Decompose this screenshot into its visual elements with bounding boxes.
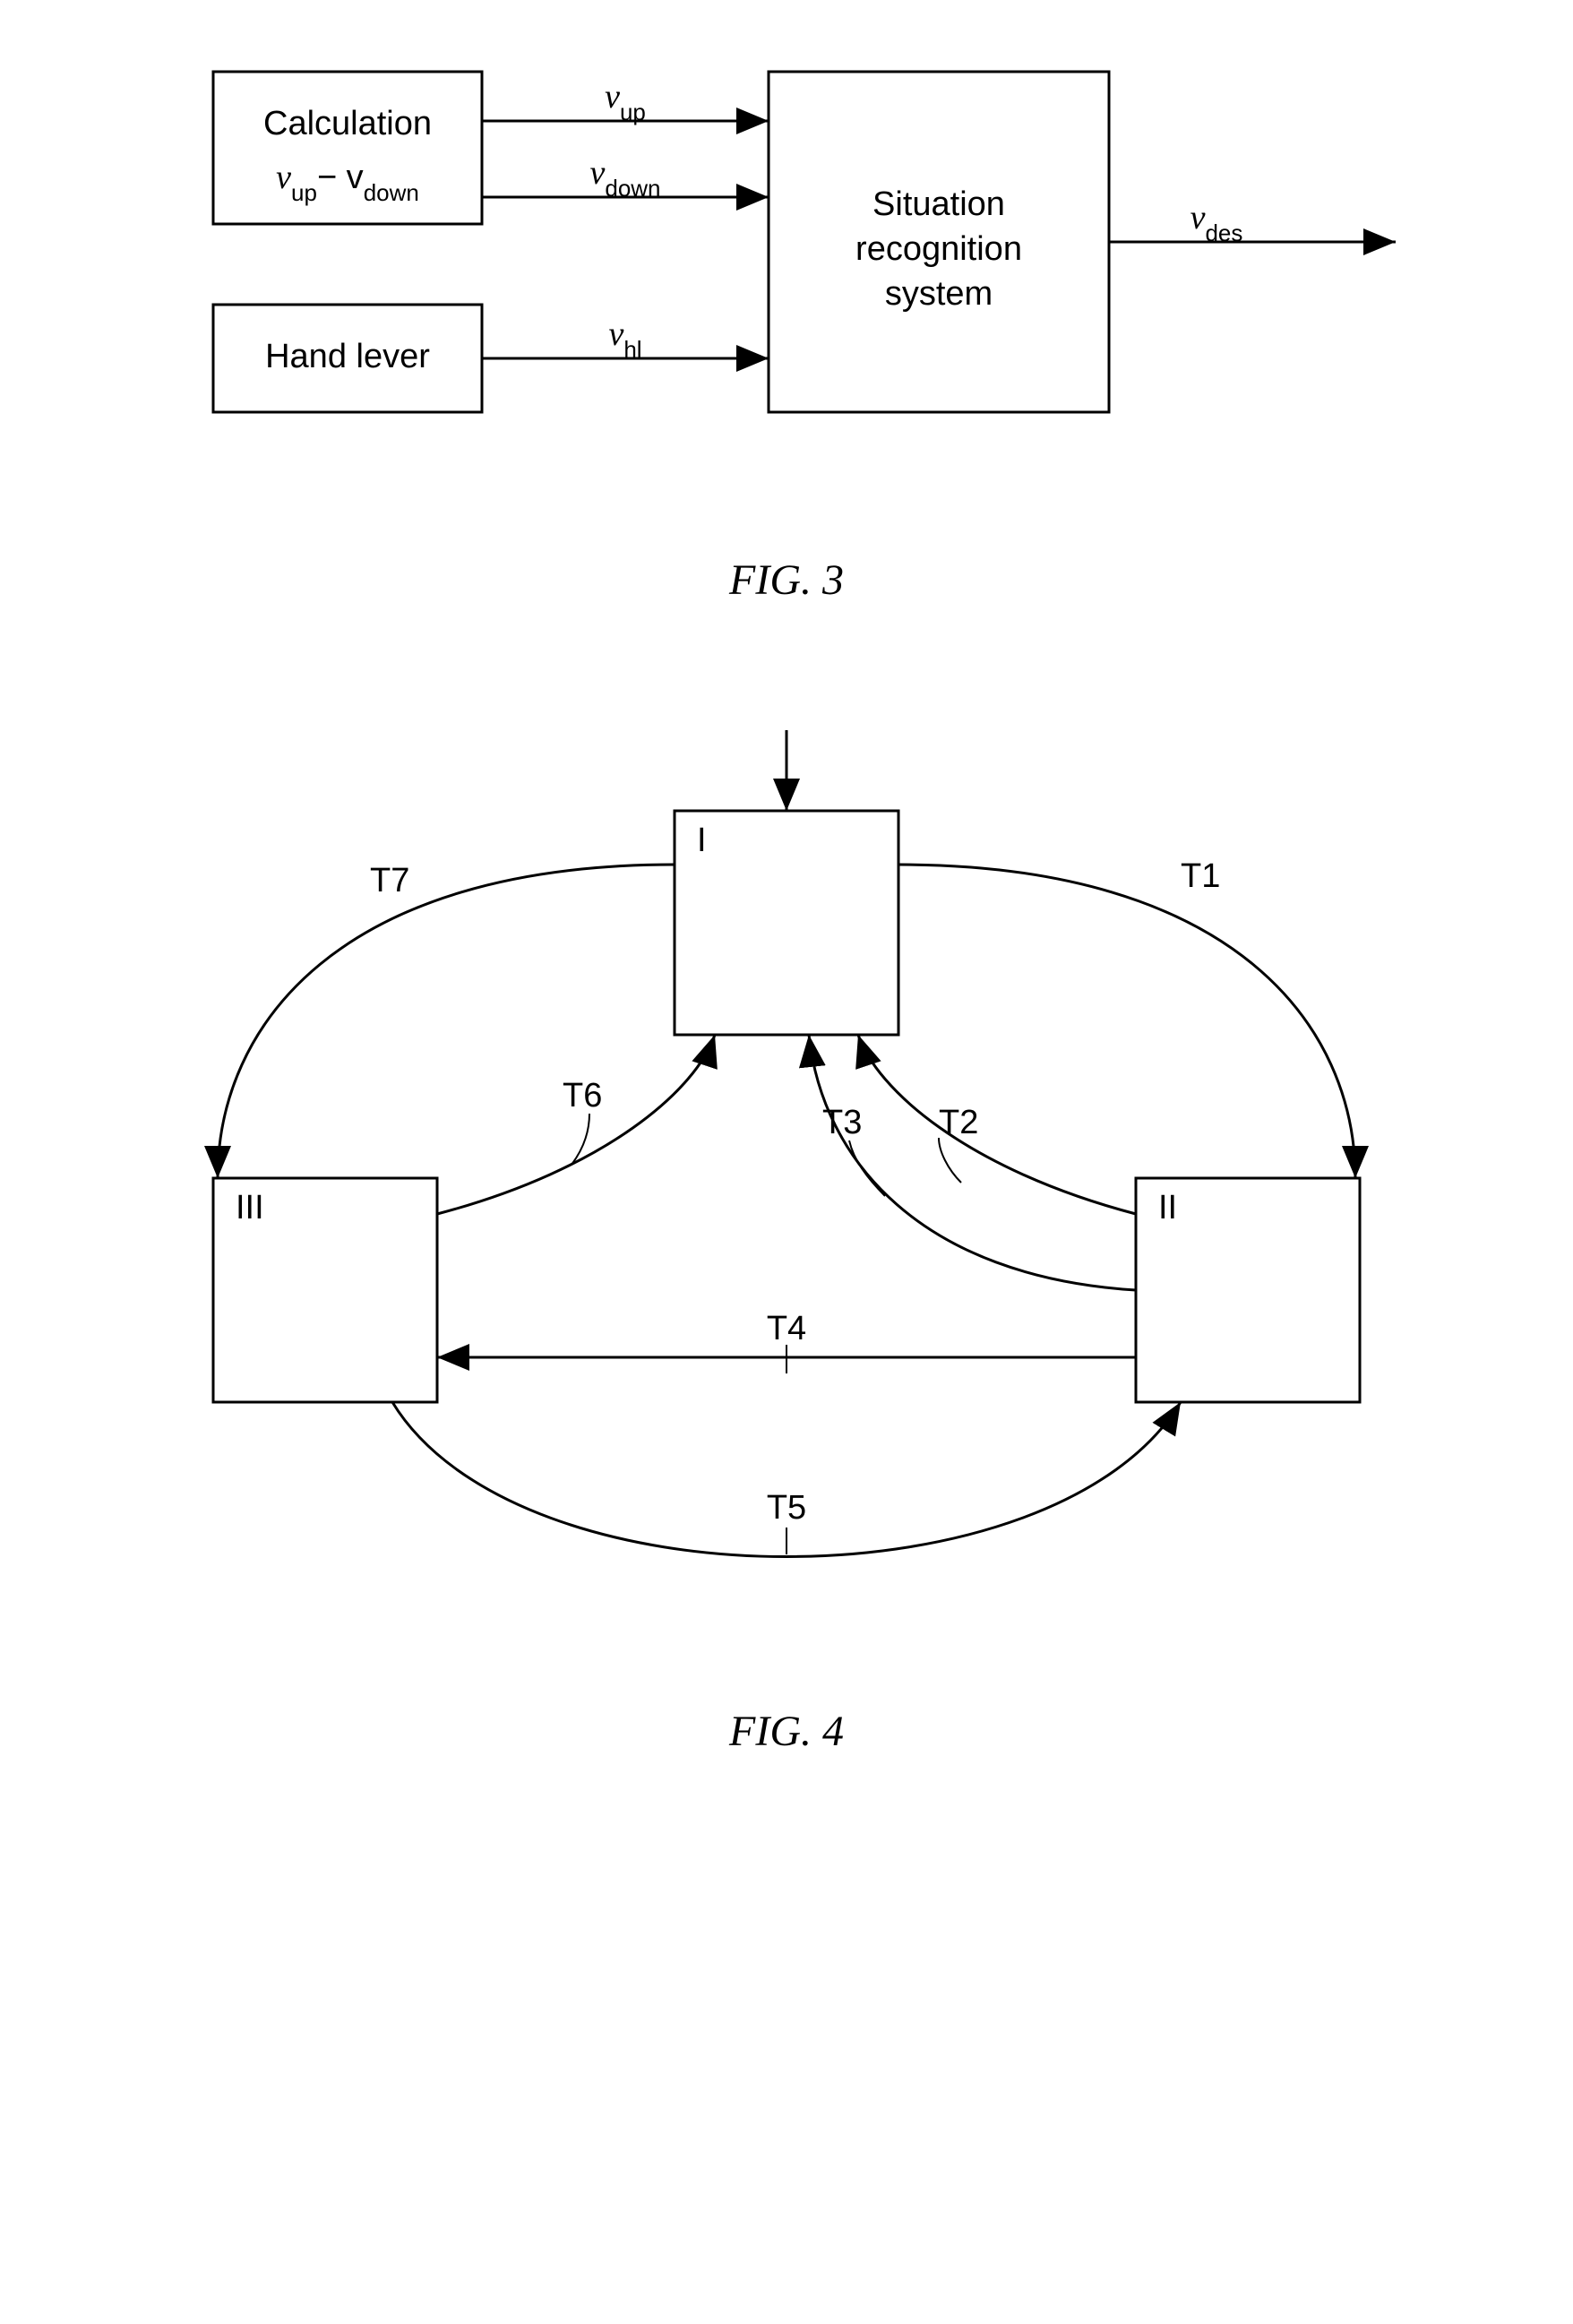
edge-T4-label: T4 [767,1310,806,1347]
node-II-label: II [1158,1189,1177,1227]
situation-line1: Situation [872,185,1005,223]
fig3-svg: Calculation vup− vdown Hand lever Situat… [159,36,1414,502]
situation-line3: system [885,275,993,313]
calc-box [213,72,482,224]
edge-T1-label: T1 [1181,857,1220,895]
calc-line1: Calculation [263,105,432,142]
edge-T7 [218,865,675,1178]
node-I-label: I [697,822,707,859]
node-I-box [675,811,898,1035]
node-III-label: III [236,1189,264,1227]
edge-T7-label: T7 [370,862,409,899]
situation-line2: recognition [855,230,1022,268]
edge-T2 [858,1035,1136,1214]
figure-4: I II III T1 T7 T2 T3 T6 [36,712,1537,1756]
vup-label: vup [605,78,646,125]
vhl-label: vhl [608,315,641,363]
edge-T2-label: T2 [939,1104,978,1141]
fig3-caption: FIG. 3 [36,555,1537,605]
vdes-label: vdes [1190,199,1243,246]
fig4-svg: I II III T1 T7 T2 T3 T6 [159,712,1414,1653]
edge-T6-label: T6 [563,1077,602,1115]
fig4-caption: FIG. 4 [36,1707,1537,1756]
edge-T5-label: T5 [767,1489,806,1527]
edge-T6 [437,1035,715,1214]
edge-T2-tick [939,1138,961,1183]
calc-line2: vup− vdown [276,159,419,206]
figure-3: Calculation vup− vdown Hand lever Situat… [36,36,1537,605]
edge-T3-label: T3 [822,1104,862,1141]
handlever-text: Hand lever [265,338,430,375]
vdown-label: vdown [589,154,660,202]
